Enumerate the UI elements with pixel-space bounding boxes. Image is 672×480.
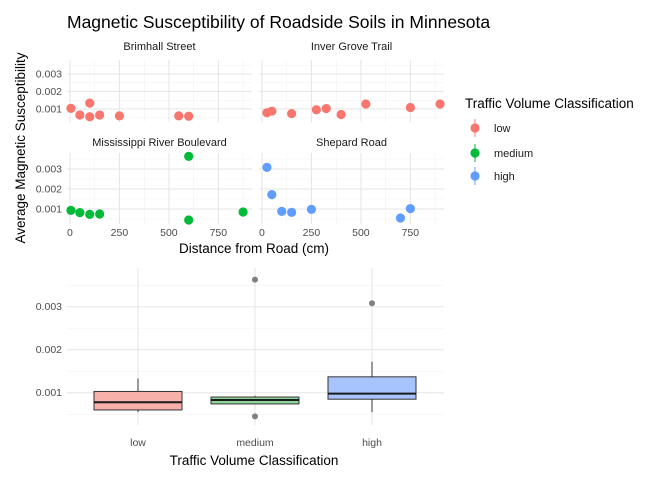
data-point: [321, 103, 331, 114]
data-point: [75, 110, 85, 120]
data-point: [306, 204, 317, 214]
data-point: [238, 207, 248, 217]
y-axis-title: Average Magnetic Susceptibility: [13, 52, 28, 243]
outlier-point: [369, 300, 375, 307]
x-tick-label: high: [362, 437, 382, 449]
box-high: high: [327, 300, 417, 449]
box-body: [93, 390, 183, 411]
data-point: [85, 112, 95, 122]
data-point: [405, 102, 415, 113]
data-point: [85, 98, 95, 108]
legend-entry: low: [470, 119, 511, 137]
x-tick-label: medium: [236, 437, 274, 449]
data-point: [85, 209, 95, 219]
y-tick-label: 0.001: [36, 387, 62, 399]
x-tick-label: 250: [303, 227, 321, 239]
y-tick-label: 0.002: [36, 184, 62, 196]
facet-strip-label: Mississippi River Boulevard: [92, 137, 227, 149]
x-tick-label: 250: [111, 227, 129, 239]
legend-label: medium: [494, 148, 533, 160]
data-point: [66, 205, 76, 215]
data-point: [184, 151, 194, 161]
legend-key-point: [470, 123, 480, 133]
y-tick-label: 0.002: [36, 86, 62, 98]
legend-label: high: [494, 171, 515, 183]
x-tick-label: 750: [402, 227, 420, 239]
data-point: [75, 208, 85, 218]
data-point: [395, 213, 406, 223]
facet-panel: Shepard Road 0 250 500 750: [259, 137, 444, 239]
data-point: [287, 109, 297, 119]
data-point: [95, 110, 105, 120]
data-point: [95, 209, 105, 219]
data-point: [66, 103, 76, 113]
x-tick-label: 0: [259, 227, 265, 239]
facet-panel: Inver Grove Trail: [259, 41, 445, 122]
y-tick-label: 0.003: [36, 164, 62, 176]
x-tick-label: 500: [160, 227, 178, 239]
x-axis-title: Distance from Road (cm): [179, 241, 329, 256]
data-point: [311, 105, 321, 115]
data-point: [267, 106, 277, 116]
y-tick-label: 0.001: [36, 204, 62, 216]
facet-panel: Mississippi River Boulevard 0.001 0.002 0.0…: [36, 137, 252, 239]
data-point: [184, 215, 194, 225]
data-point: [287, 207, 297, 217]
legend-title: Traffic Volume Classification: [465, 96, 634, 111]
facet-strip-label: Brimhall Street: [123, 41, 195, 53]
facet-panel: Brimhall Street 0.001 0.002 0.003: [36, 41, 252, 122]
x-tick-label: low: [130, 437, 146, 449]
outlier-point: [252, 276, 258, 283]
x-tick-label: 750: [210, 227, 228, 239]
box-body: [327, 376, 417, 400]
legend-entry: medium: [470, 144, 533, 162]
y-tick-label: 0.003: [36, 301, 62, 313]
data-point: [262, 162, 272, 172]
box-x-axis-title: Traffic Volume Classification: [170, 453, 339, 468]
x-tick-label: 500: [352, 227, 370, 239]
legend-label: low: [494, 123, 511, 135]
facet-strip-label: Inver Grove Trail: [311, 41, 392, 53]
legend-key-point: [470, 171, 480, 181]
data-point: [361, 99, 371, 109]
x-tick-label: 0: [67, 227, 73, 239]
facet-layer: Brimhall Street 0.001 0.002 0.003 Inver Grov…: [36, 41, 445, 239]
data-point: [114, 111, 125, 121]
boxplot-layer: 0.001 0.002 0.003 low medium high: [36, 268, 444, 449]
outlier-point: [252, 413, 258, 420]
legend-key-point: [470, 148, 480, 158]
y-tick-label: 0.003: [36, 68, 62, 80]
box-low: low: [93, 378, 183, 449]
data-point: [277, 206, 287, 216]
legend-entry: high: [470, 167, 515, 185]
legend: low medium high: [470, 119, 533, 185]
data-point: [405, 204, 415, 214]
facet-strip-label: Shepard Road: [316, 137, 387, 149]
data-point: [435, 99, 445, 109]
data-point: [336, 109, 346, 120]
y-tick-label: 0.001: [36, 103, 62, 115]
box-medium: medium: [210, 276, 300, 449]
data-point: [174, 111, 184, 121]
y-tick-label: 0.002: [36, 344, 62, 356]
data-point: [267, 190, 277, 200]
data-point: [184, 111, 194, 121]
chart-title: Magnetic Susceptibility of Roadside Soil…: [67, 12, 490, 32]
